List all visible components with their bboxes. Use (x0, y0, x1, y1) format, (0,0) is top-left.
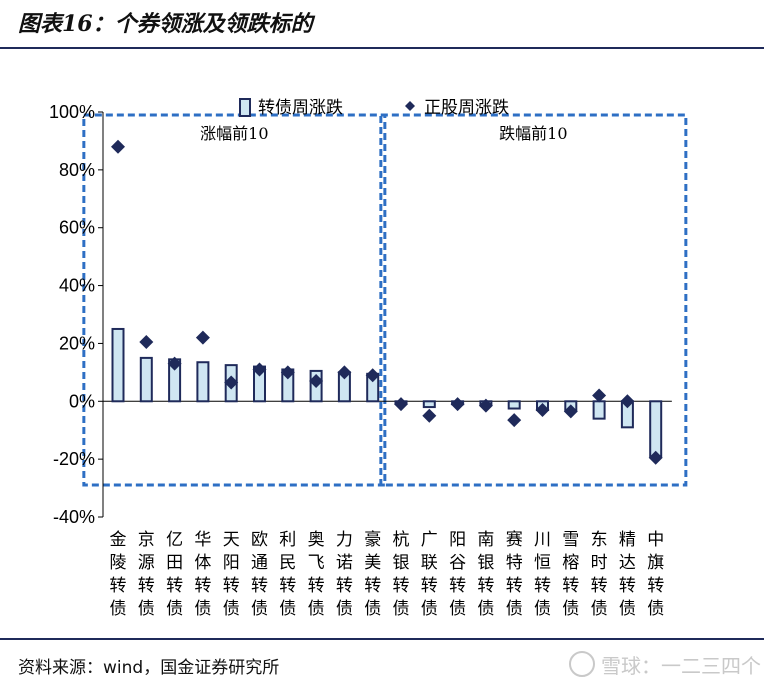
y-tick-label: 60% (59, 218, 95, 238)
bar (111, 327, 125, 403)
x-tick-label: 阳谷转债 (449, 530, 466, 619)
marker-series (111, 139, 663, 465)
annotation-label: 涨幅前10 (200, 124, 268, 143)
legend-marker-label: 正股周涨跌 (424, 98, 509, 118)
x-tick-label: 金陵转债 (110, 530, 127, 619)
x-tick-label: 赛特转债 (506, 529, 523, 619)
axis-layer: 100% 80% 60% 40% 20% 0% -20% -40% (49, 102, 672, 527)
x-tick-label: 南银转债 (477, 530, 494, 619)
diamond-marker (478, 398, 493, 413)
top-rule (0, 47, 764, 49)
annotation-box (379, 113, 688, 487)
x-tick-label: 豪美转债 (364, 529, 381, 619)
diamond-marker (394, 397, 408, 412)
diamond-marker (535, 402, 550, 417)
bar-series (111, 327, 663, 458)
x-tick-label: 利民转债 (279, 530, 296, 619)
bar (139, 356, 153, 403)
x-tick-label: 广联转债 (421, 530, 438, 619)
diamond-marker (280, 365, 295, 380)
bottom-rule (0, 638, 764, 640)
diamond-marker (167, 356, 182, 371)
x-tick-label: 杭银转债 (393, 530, 410, 619)
bar (592, 400, 606, 420)
watermark: 雪球：一二三四个 (569, 650, 761, 679)
x-tick-label: 川恒转债 (534, 530, 551, 619)
diamond-marker (195, 330, 210, 345)
diamond-marker (337, 365, 352, 380)
x-tick-label: 中旗转债 (647, 530, 664, 619)
legend-bar-label: 转债周涨跌 (258, 98, 343, 118)
diamond-marker (422, 408, 437, 423)
diamond-marker (365, 368, 380, 383)
diamond-marker (224, 375, 239, 390)
annotation-label: 跌幅前10 (499, 124, 567, 143)
x-tick-label: 京源转债 (138, 530, 155, 619)
diamond-marker (648, 450, 663, 465)
y-tick-label: 0% (69, 391, 95, 411)
diamond-marker (309, 374, 324, 389)
diamond-marker (139, 334, 154, 349)
x-tick-label: 精达转债 (619, 530, 636, 619)
legend-diamond-swatch (405, 101, 415, 111)
diamond-marker (563, 404, 578, 419)
x-tick-label: 奥飞转债 (308, 530, 325, 619)
diamond-marker (252, 362, 267, 377)
y-tick-label: 100% (49, 102, 95, 122)
legend-bar-swatch (239, 98, 251, 117)
annotation-boxes: 涨幅前10 跌幅前10 (82, 113, 688, 487)
bar (422, 400, 436, 409)
y-tick-label: 40% (59, 276, 95, 296)
x-tick-label: 力诺转债 (336, 530, 353, 619)
diamond-marker (450, 397, 465, 412)
x-tick-label: 东时转债 (591, 530, 608, 619)
diamond-marker (620, 394, 635, 409)
legend: 转债周涨跌 正股周涨跌 (239, 98, 509, 118)
bar (507, 400, 521, 410)
x-tick-labels: 金陵转债京源转债亿田转债华体转债天阳转债欧通转债利民转债奥飞转债力诺转债豪美转债… (110, 529, 665, 619)
y-tick-label: 20% (59, 333, 95, 353)
snowball-logo-icon (569, 651, 595, 677)
y-tick-label: -20% (53, 449, 95, 469)
x-tick-label: 天阳转债 (223, 530, 240, 619)
x-tick-label: 欧通转债 (251, 530, 268, 619)
bar (649, 400, 663, 458)
diamond-marker (592, 388, 607, 403)
figure-title: 图表16：个券领涨及领跌标的 (18, 11, 313, 37)
diamond-marker (111, 139, 125, 154)
y-tick-label: -40% (53, 507, 95, 527)
diamond-marker (507, 413, 522, 428)
watermark-text: 雪球：一二三四个 (601, 654, 761, 678)
x-tick-label: 雪榕转债 (562, 530, 579, 619)
x-tick-label: 华体转债 (194, 530, 211, 619)
y-tick-label: 80% (59, 160, 95, 180)
x-tick-label: 亿田转债 (166, 530, 183, 619)
annotation-box (82, 113, 387, 487)
source-note: 资料来源：wind，国金证券研究所 (18, 658, 280, 678)
bar (196, 361, 210, 403)
